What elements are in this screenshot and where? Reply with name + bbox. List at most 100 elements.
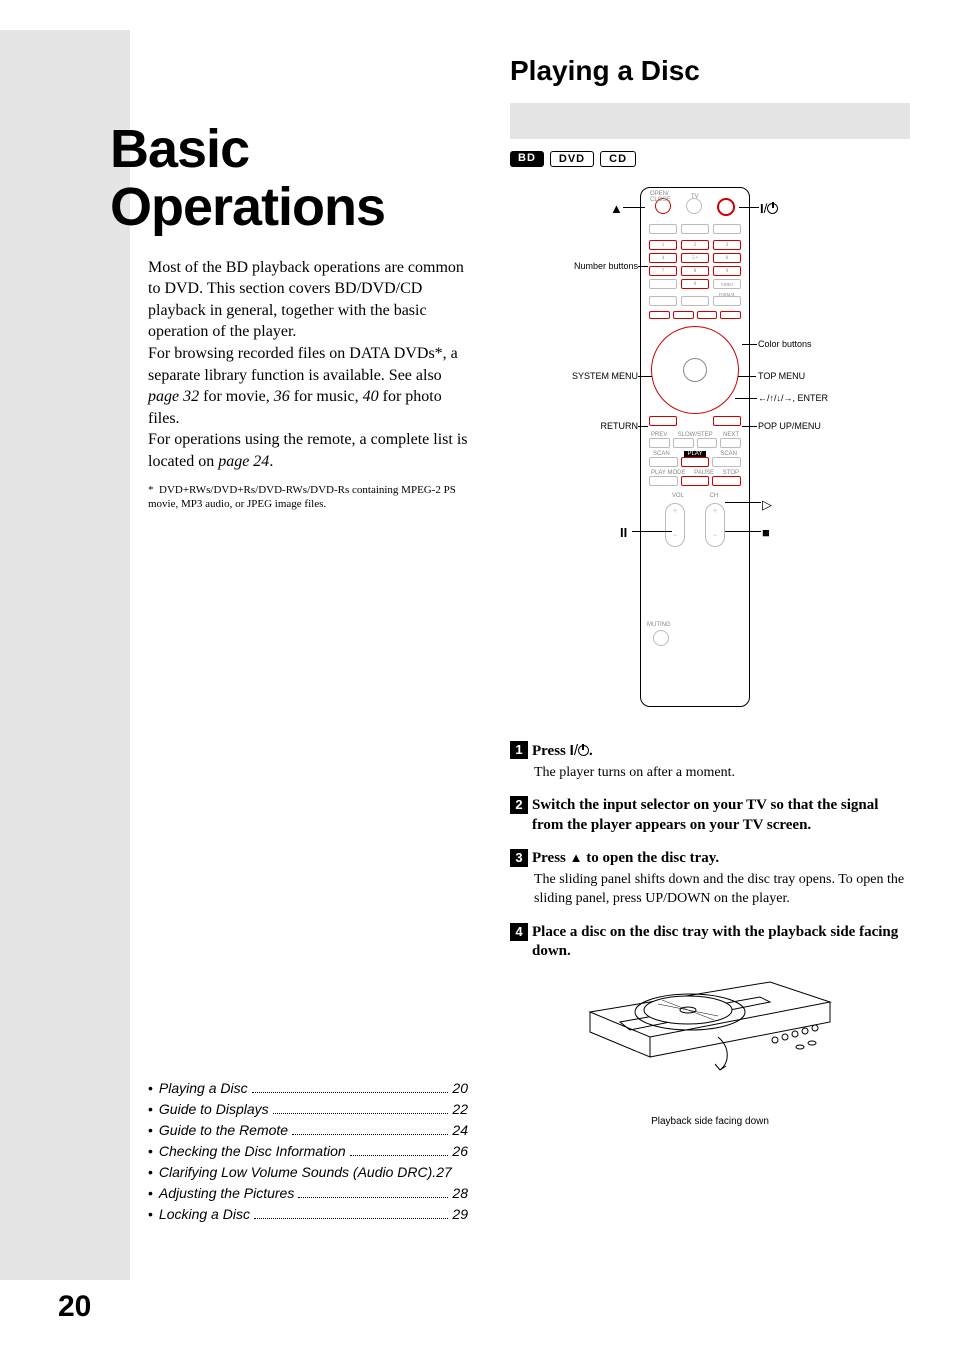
toc-label: Checking the Disc Information bbox=[159, 1143, 346, 1159]
tv-power-button bbox=[686, 198, 702, 214]
toc-bullet: • bbox=[148, 1122, 153, 1138]
chapter-title: Basic Operations bbox=[110, 120, 470, 237]
toc-bullet: • bbox=[148, 1185, 153, 1201]
toc-bullet: • bbox=[148, 1206, 153, 1222]
pause-label: II bbox=[620, 525, 627, 540]
leader-pause bbox=[632, 531, 672, 532]
toc-dots bbox=[254, 1218, 448, 1219]
toc-page: 29 bbox=[452, 1206, 468, 1222]
popup-label: POP UP/MENU bbox=[758, 421, 821, 431]
return-label: RETURN bbox=[588, 421, 638, 431]
stop-label: ■ bbox=[762, 525, 770, 540]
enter-button bbox=[683, 358, 707, 382]
right-column: Playing a Disc BD DVD CD OPEN/ CLOSE TV bbox=[510, 55, 910, 1127]
footnote-star: * bbox=[148, 484, 154, 496]
toc-item: •Guide to Displays22 bbox=[148, 1101, 468, 1117]
subtitle-button bbox=[681, 296, 709, 306]
steps: 1Press I/.The player turns on after a mo… bbox=[510, 741, 910, 962]
badge-dvd: DVD bbox=[550, 151, 594, 167]
step-heading: Place a disc on the disc tray with the p… bbox=[532, 923, 902, 962]
title-line2: Operations bbox=[110, 177, 385, 237]
left-column: Basic Operations Most of the BD playback… bbox=[110, 120, 470, 512]
footnote-text: DVD+RWs/DVD+Rs/DVD-RWs/DVD-Rs containing… bbox=[148, 484, 456, 511]
leader-return bbox=[638, 426, 648, 427]
toc-page: 28 bbox=[452, 1185, 468, 1201]
step-number: 4 bbox=[510, 923, 528, 941]
step-body: The sliding panel shifts down and the di… bbox=[534, 871, 910, 909]
page-ref-32: page 32 bbox=[148, 388, 199, 405]
number-buttons-label: Number buttons bbox=[560, 261, 638, 271]
toc-page: 24 bbox=[452, 1122, 468, 1138]
tvvideo-button bbox=[713, 224, 741, 234]
toc-item: •Playing a Disc20 bbox=[148, 1080, 468, 1096]
step-heading: Press I/. bbox=[532, 741, 902, 762]
toc-item: • Locking a Disc 29 bbox=[148, 1206, 468, 1222]
step-heading: Switch the input selector on your TV so … bbox=[532, 796, 902, 835]
angle-button bbox=[713, 296, 741, 306]
tray-caption: Playback side facing down bbox=[510, 1116, 910, 1127]
format-badges: BD DVD CD bbox=[510, 151, 910, 167]
toc-bullet: • bbox=[148, 1080, 153, 1096]
toc-label: Guide to Displays bbox=[159, 1101, 269, 1117]
step-number: 2 bbox=[510, 796, 528, 814]
tv-tiny: TV bbox=[691, 194, 699, 200]
toc-item: • Guide to the Remote 24 bbox=[148, 1122, 468, 1138]
intro-text-c: For operations using the remote, a compl… bbox=[148, 431, 468, 470]
page-ref-24: page 24 bbox=[218, 453, 269, 470]
leader-colors bbox=[742, 344, 757, 345]
toc-dots bbox=[273, 1113, 449, 1114]
leader-numbers bbox=[638, 266, 648, 267]
step: 4Place a disc on the disc tray with the … bbox=[510, 923, 910, 962]
badge-cd: CD bbox=[600, 151, 636, 167]
muting-label: MUTING bbox=[647, 622, 671, 628]
page-ref-40: 40 bbox=[363, 388, 379, 405]
display-button bbox=[681, 224, 709, 234]
leader-eject bbox=[623, 207, 645, 208]
dimmer-button bbox=[649, 224, 677, 234]
toc-bullet: • bbox=[148, 1143, 153, 1159]
volume-rocker: +− bbox=[665, 503, 685, 547]
system-menu-label: SYSTEM MENU bbox=[562, 371, 638, 381]
play-button bbox=[681, 457, 710, 467]
toc-dots bbox=[252, 1092, 449, 1093]
step: 2Switch the input selector on your TV so… bbox=[510, 796, 910, 835]
toc-label: Clarifying Low Volume Sounds (Audio DRC) bbox=[159, 1164, 432, 1180]
intro-text-b: For browsing recorded files on DATA DVDs… bbox=[148, 345, 458, 384]
toc-bullet: • bbox=[148, 1101, 153, 1117]
audio-button bbox=[649, 296, 677, 306]
leader-stop bbox=[725, 531, 761, 532]
playback-grid: PREVSLOW/STEPNEXT SCANPLAYSCAN PLAY MODE… bbox=[641, 426, 749, 491]
toc-page: 20 bbox=[452, 1080, 468, 1096]
return-button bbox=[649, 416, 677, 426]
title-line1: Basic bbox=[110, 119, 249, 179]
step-number: 1 bbox=[510, 741, 528, 759]
toc-item: •Clarifying Low Volume Sounds (Audio DRC… bbox=[148, 1164, 468, 1180]
toc-dots bbox=[292, 1134, 448, 1135]
leader-power bbox=[739, 207, 759, 208]
remote-body: OPEN/ CLOSE TV 123 45 •6 789 0VIDEOFORMA… bbox=[640, 187, 750, 707]
remote-diagram: OPEN/ CLOSE TV 123 45 •6 789 0VIDEOFORMA… bbox=[510, 187, 910, 727]
toc-item: •Checking the Disc Information26 bbox=[148, 1143, 468, 1159]
power-label: I/ bbox=[760, 201, 778, 216]
intro-text-b2: for movie, bbox=[199, 388, 274, 405]
intro-text-b3: for music, bbox=[290, 388, 363, 405]
enter-label: ←/↑/↓/→, ENTER bbox=[758, 393, 828, 403]
toc-label: Adjusting the Pictures bbox=[159, 1185, 294, 1201]
power-button bbox=[717, 198, 735, 216]
toc-item: • Adjusting the Pictures 28 bbox=[148, 1185, 468, 1201]
leader-play bbox=[725, 502, 761, 503]
section-heading: Playing a Disc bbox=[510, 55, 910, 87]
leader-sysmenu bbox=[638, 376, 652, 377]
toc-label: Guide to the Remote bbox=[159, 1122, 288, 1138]
pause-button bbox=[681, 476, 710, 486]
toc-dots bbox=[298, 1197, 448, 1198]
muting-button bbox=[653, 630, 669, 646]
badge-bd: BD bbox=[510, 151, 544, 167]
step: 3Press ▲ to open the disc tray.The slidi… bbox=[510, 849, 910, 908]
toc-label: Locking a Disc bbox=[159, 1206, 250, 1222]
step-number: 3 bbox=[510, 849, 528, 867]
color-buttons-label: Color buttons bbox=[758, 339, 812, 349]
page-number: 20 bbox=[58, 1290, 91, 1324]
toc-dots bbox=[350, 1155, 449, 1156]
step-heading: Press ▲ to open the disc tray. bbox=[532, 849, 902, 869]
